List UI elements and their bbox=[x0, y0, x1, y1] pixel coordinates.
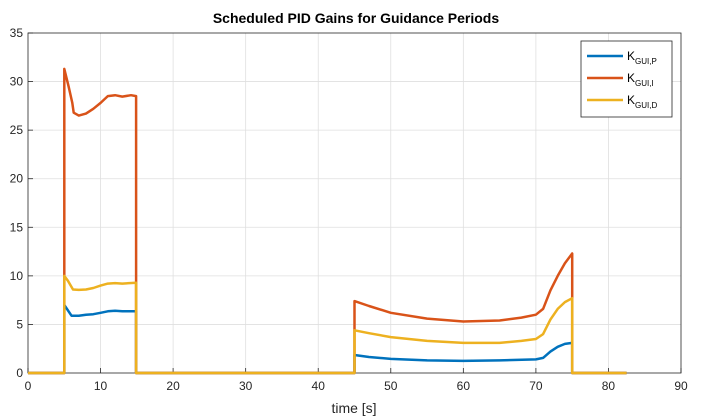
legend-entry-main: K bbox=[627, 71, 635, 85]
legend-entry-sub: GUI,P bbox=[635, 57, 657, 66]
chart-title: Scheduled PID Gains for Guidance Periods bbox=[213, 10, 500, 26]
x-axis-label: time [s] bbox=[331, 400, 376, 416]
x-tick-label: 80 bbox=[602, 379, 616, 393]
legend-entry-main: K bbox=[627, 93, 635, 107]
y-axis: 0 5 10 15 20 25 30 35 bbox=[10, 26, 33, 380]
x-tick-label: 20 bbox=[166, 379, 180, 393]
legend-entry-sub: GUI,I bbox=[635, 79, 654, 88]
x-tick-label: 0 bbox=[25, 379, 32, 393]
x-tick-label: 10 bbox=[94, 379, 108, 393]
y-tick-label: 10 bbox=[10, 269, 24, 283]
legend-entry: KGUI,I bbox=[627, 71, 654, 88]
x-axis: 0 10 20 30 40 50 60 70 80 90 bbox=[25, 368, 688, 393]
x-tick-label: 60 bbox=[457, 379, 471, 393]
y-tick-label: 0 bbox=[16, 366, 23, 380]
x-tick-label: 40 bbox=[312, 379, 326, 393]
x-tick-label: 70 bbox=[529, 379, 543, 393]
legend-entry: KGUI,P bbox=[627, 49, 657, 66]
x-tick-label: 30 bbox=[239, 379, 253, 393]
x-tick-label: 50 bbox=[384, 379, 398, 393]
series-line-2 bbox=[28, 67, 627, 375]
y-tick-label: 5 bbox=[16, 317, 23, 331]
legend-entry: KGUI,D bbox=[627, 93, 657, 110]
x-tick-label: 90 bbox=[674, 379, 688, 393]
y-tick-label: 20 bbox=[10, 172, 24, 186]
legend-entry-main: K bbox=[627, 49, 635, 63]
y-tick-label: 25 bbox=[10, 123, 24, 137]
y-tick-label: 30 bbox=[10, 75, 24, 89]
series-lines bbox=[28, 67, 627, 375]
y-tick-label: 35 bbox=[10, 26, 24, 40]
legend-entry-sub: GUI,D bbox=[635, 101, 657, 110]
y-tick-label: 15 bbox=[10, 220, 24, 234]
series-line-3 bbox=[28, 274, 627, 375]
